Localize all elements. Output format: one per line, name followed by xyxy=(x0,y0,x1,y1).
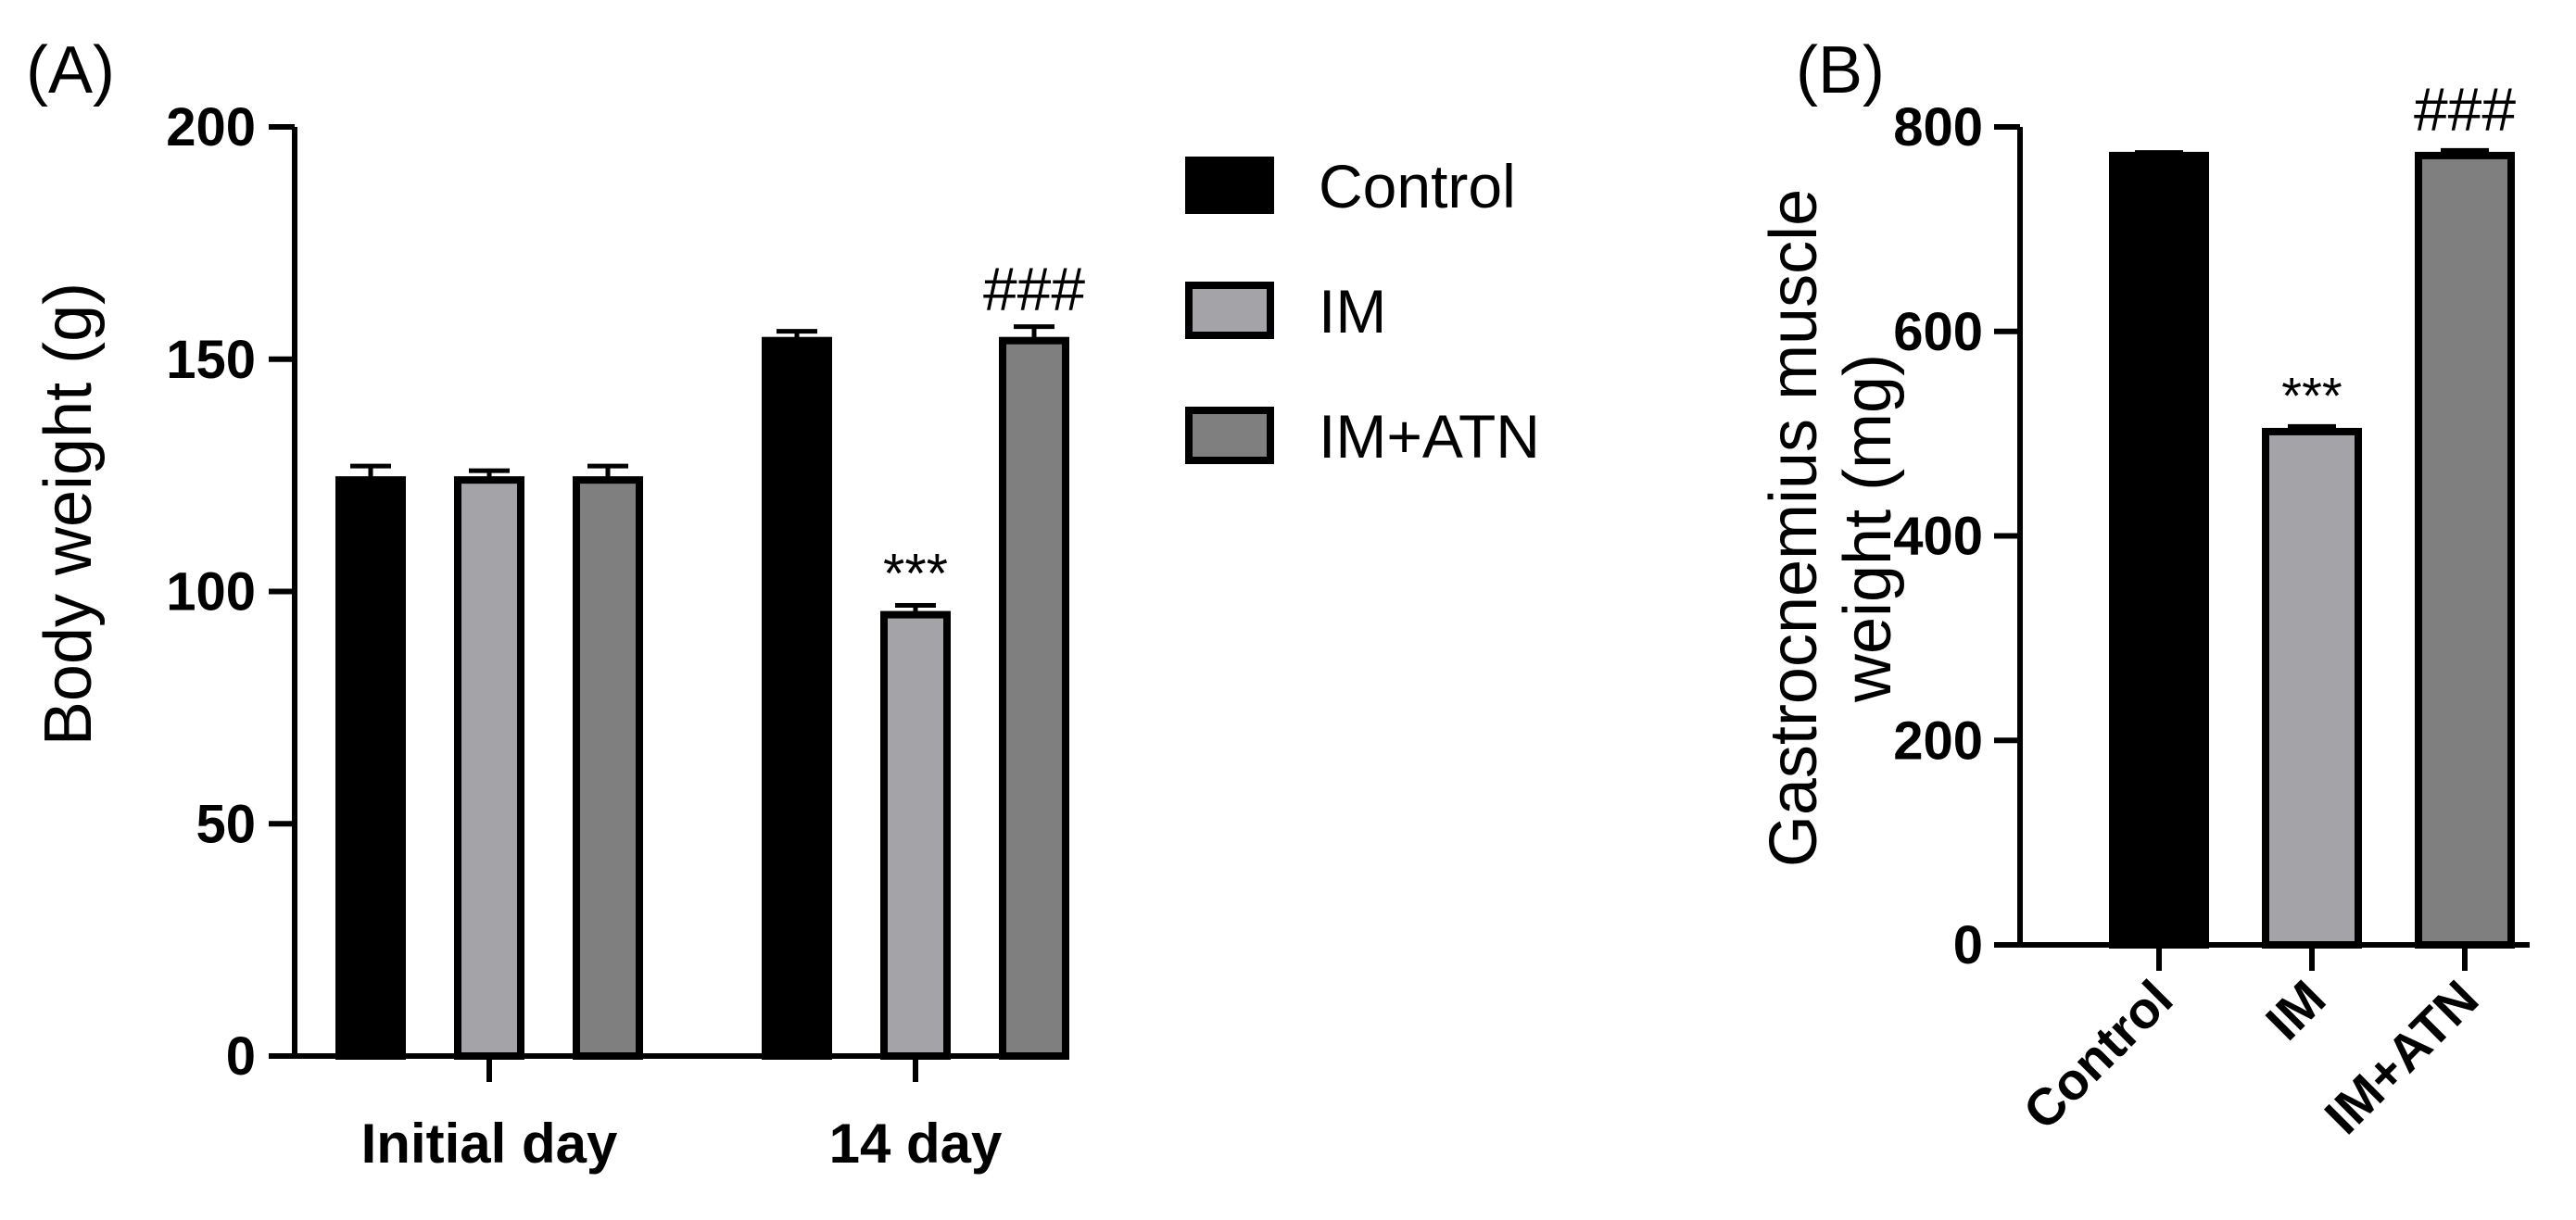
bar-im-atn xyxy=(2415,151,2515,949)
panel-b-x-tick-label: Control xyxy=(2012,969,2183,1140)
significance-marker: *** xyxy=(2281,366,2342,424)
panel-a-y-tick-label: 0 xyxy=(226,1026,256,1087)
panel-a-label: (A) xyxy=(26,33,115,107)
panel-b-label: (B) xyxy=(1796,33,1885,107)
bar-im-atn-14-day xyxy=(999,336,1069,1060)
panel-a-x-tick-label: 14 day xyxy=(829,1113,1003,1175)
bar-im-initial-day xyxy=(454,476,524,1060)
legend-label-im-atn: IM+ATN xyxy=(1319,402,1540,471)
significance-marker: ### xyxy=(983,255,1085,323)
panel-a-y-axis-title: Body weight (g) xyxy=(32,283,106,746)
panel-a-y-tick-label: 50 xyxy=(196,794,256,854)
panel-a-y-tick-label: 100 xyxy=(166,562,256,623)
panel-b-x-tick-label: IM+ATN xyxy=(2313,969,2489,1145)
panel-b-y-tick-label: 800 xyxy=(1893,97,1983,157)
bar-control-14-day xyxy=(762,336,832,1060)
bar-control xyxy=(2109,151,2209,949)
panel-b-y-tick-label: 200 xyxy=(1893,711,1983,771)
panel-b-y-tick-label: 0 xyxy=(1953,915,1983,975)
legend-swatch-im-atn xyxy=(1185,407,1274,464)
legend-label-im: IM xyxy=(1319,277,1386,346)
panel-a-plot: 0 50 100 150 200 Initial day 14 day *** ### xyxy=(166,97,1085,1175)
panel-b-y-axis-title-line1: Gastrocnemius muscle xyxy=(1757,189,1831,867)
legend-label-control: Control xyxy=(1319,152,1516,220)
bar-im xyxy=(2262,427,2362,950)
panel-b-y-tick-label: 400 xyxy=(1893,507,1983,567)
panel-a-x-tick-label: Initial day xyxy=(361,1113,618,1175)
bar-im-atn-initial-day xyxy=(573,476,643,1060)
panel-b-y-axis-title-line2: weight (mg) xyxy=(1831,354,1905,703)
legend: Control IM IM+ATN xyxy=(1185,152,1540,471)
panel-b-x-tick-label: IM xyxy=(2254,969,2337,1051)
legend-swatch-im xyxy=(1185,282,1274,339)
significance-marker: *** xyxy=(883,543,948,605)
panel-a-y-tick-label: 150 xyxy=(166,330,256,390)
panel-b-y-tick-label: 600 xyxy=(1893,302,1983,362)
bar-control-initial-day xyxy=(335,476,406,1060)
significance-marker: ### xyxy=(2414,74,2516,143)
legend-swatch-control xyxy=(1185,157,1274,214)
bar-im-14-day xyxy=(880,610,951,1060)
panel-a-y-tick-label: 200 xyxy=(166,97,256,157)
